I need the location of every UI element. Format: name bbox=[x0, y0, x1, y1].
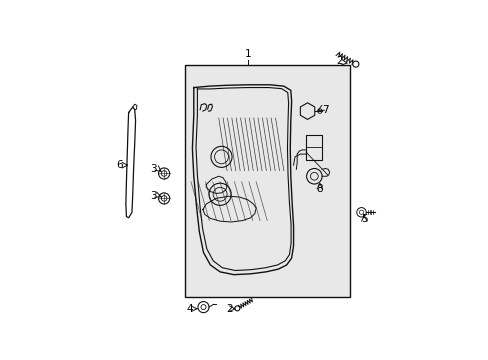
Text: 7: 7 bbox=[322, 105, 328, 115]
Text: 1: 1 bbox=[244, 49, 251, 59]
Circle shape bbox=[161, 171, 166, 176]
Text: 2: 2 bbox=[335, 56, 342, 66]
Text: 5: 5 bbox=[360, 214, 367, 224]
Bar bbox=[305, 135, 322, 159]
Text: 3: 3 bbox=[150, 164, 157, 174]
Circle shape bbox=[161, 196, 166, 201]
Text: 3: 3 bbox=[150, 191, 157, 201]
Text: 4: 4 bbox=[186, 304, 193, 314]
Text: 8: 8 bbox=[316, 184, 323, 194]
Bar bbox=[185, 66, 350, 297]
Text: 6: 6 bbox=[116, 160, 123, 170]
Text: 2: 2 bbox=[225, 304, 232, 314]
